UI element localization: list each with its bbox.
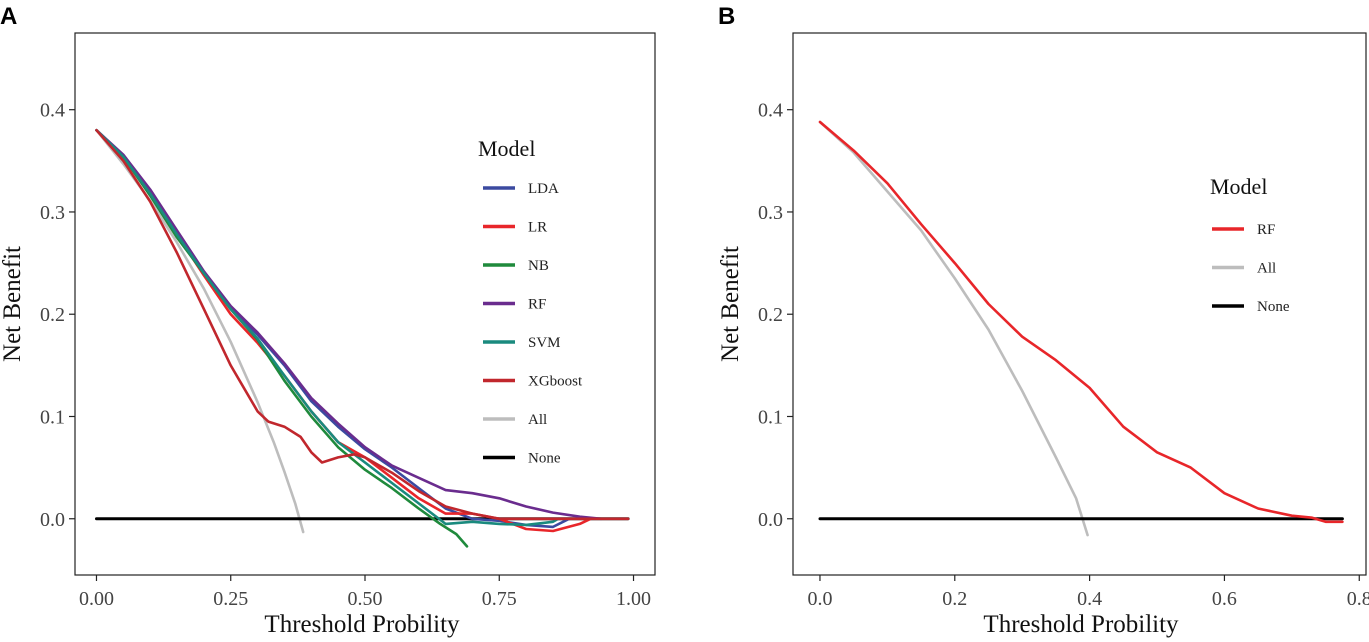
- x-tick-label: 0.50: [348, 588, 383, 610]
- x-tick-label: 0.4: [1077, 588, 1102, 610]
- x-tick-label: 0.25: [213, 588, 248, 610]
- legend-label-all: All: [528, 412, 547, 428]
- x-axis-title-b: Threshold Probility: [983, 611, 1179, 638]
- y-tick-label: 0.1: [40, 406, 65, 428]
- plot-frame-a: [74, 32, 656, 576]
- legend-label-nb: NB: [528, 258, 549, 274]
- legend-label-svm: SVM: [528, 335, 561, 351]
- series-layer-a: [95, 128, 630, 548]
- series-line-svm: [95, 128, 560, 527]
- y-axis-title-a: Net Benefit: [0, 246, 26, 362]
- series-line-rf: [818, 120, 1344, 524]
- y-tick-label: 0.0: [758, 509, 783, 531]
- legend-label-none: None: [1257, 299, 1290, 315]
- x-tick-label: 0.2: [942, 588, 967, 610]
- axis-ticks-b: 0.0 0.2 0.4 0.6 0.8 0.0 0.1 0.2 0.3 0.4: [758, 100, 1369, 610]
- panel-b: B Threshold Probility Net Benefit Model …: [717, 3, 1369, 638]
- legend-b: RF All None: [1212, 222, 1290, 315]
- x-tick-label: 0.6: [1212, 588, 1237, 610]
- series-line-xgboost: [95, 128, 630, 521]
- y-tick-label: 0.3: [40, 202, 65, 224]
- x-tick-label: 1.00: [616, 588, 651, 610]
- legend-label-rf: RF: [1257, 222, 1275, 238]
- plot-frame-b: [792, 32, 1367, 576]
- legend-label-none: None: [528, 451, 561, 467]
- series-line-all: [818, 120, 1089, 537]
- panel-label-a: A: [0, 3, 17, 30]
- legend-label-xgboost: XGboost: [528, 374, 583, 390]
- x-tick-label: 0.8: [1347, 588, 1369, 610]
- series-line-rf: [95, 128, 603, 521]
- x-tick-label: 0.00: [79, 588, 114, 610]
- series-line-lr: [95, 128, 592, 533]
- y-tick-label: 0.2: [40, 304, 65, 326]
- series-line-nb: [95, 128, 469, 548]
- y-tick-label: 0.3: [758, 202, 783, 224]
- y-tick-label: 0.4: [40, 100, 65, 122]
- x-axis-title-a: Threshold Probility: [264, 611, 460, 638]
- legend-a: LDA LR NB RF SVM XGboost All None: [483, 181, 583, 467]
- axis-ticks-a: 0.00 0.25 0.50 0.75 1.00 0.0 0.1 0.2 0.3 0.4: [40, 100, 651, 610]
- x-tick-label: 0.75: [482, 588, 517, 610]
- x-tick-label: 0.0: [807, 588, 832, 610]
- y-tick-label: 0.0: [40, 509, 65, 531]
- legend-label-lda: LDA: [528, 181, 559, 197]
- legend-title-b: Model: [1210, 174, 1267, 199]
- y-tick-label: 0.2: [758, 304, 783, 326]
- y-tick-label: 0.4: [758, 100, 783, 122]
- y-tick-label: 0.1: [758, 406, 783, 428]
- legend-title-a: Model: [478, 136, 535, 161]
- y-axis-title-b: Net Benefit: [717, 246, 744, 362]
- legend-label-all: All: [1257, 261, 1276, 277]
- series-line-all: [95, 128, 305, 534]
- legend-label-lr: LR: [528, 220, 547, 236]
- legend-label-rf: RF: [528, 297, 546, 313]
- series-layer-b: [818, 120, 1344, 537]
- panel-label-b: B: [718, 3, 735, 30]
- panel-a: A Threshold Probility Net Benefit Model …: [0, 3, 656, 638]
